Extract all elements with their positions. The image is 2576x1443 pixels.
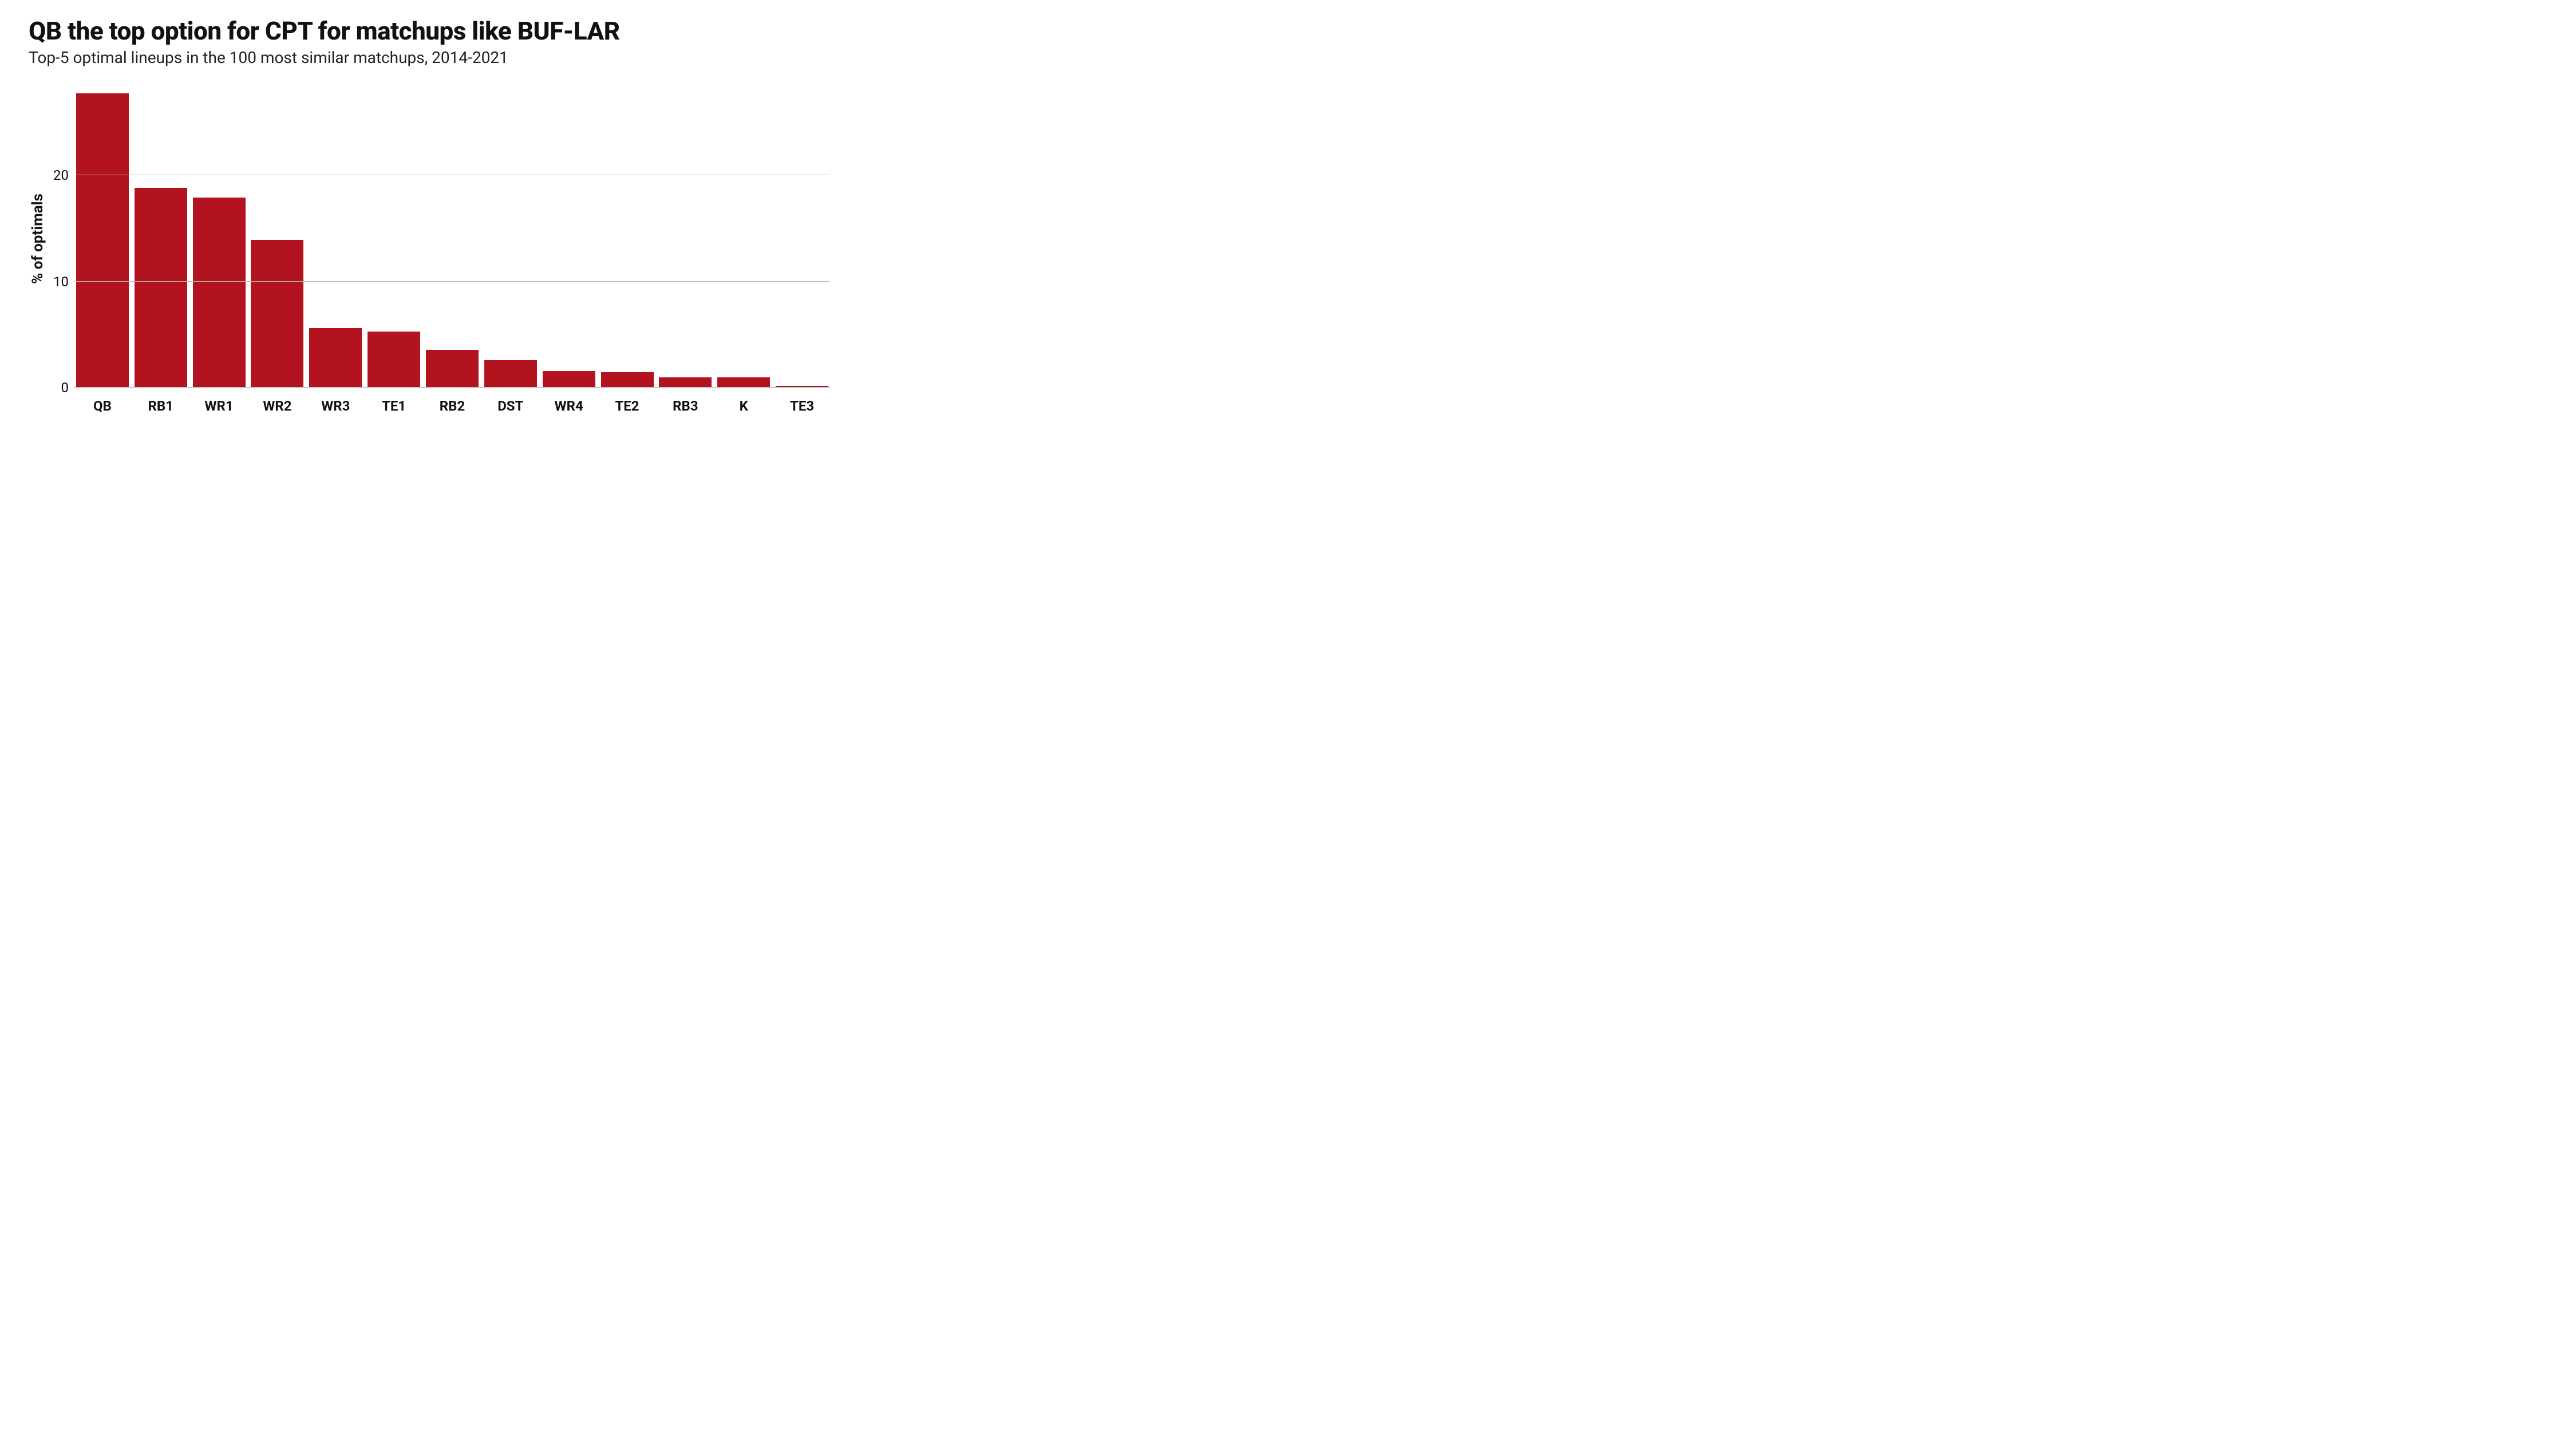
bar-slot: [657, 90, 713, 388]
bar-slot: [191, 90, 247, 388]
x-tick-label: RB3: [657, 398, 713, 414]
x-tick-label: TE3: [774, 398, 830, 414]
bar: [251, 240, 303, 388]
plot-area: % of optimals 01020 QBRB1WR1WR2WR3TE1RB2…: [74, 90, 830, 422]
bar-slot: [74, 90, 131, 388]
x-tick-label: RB1: [133, 398, 189, 414]
y-axis-label: % of optimals: [29, 194, 46, 285]
y-tick-label: 10: [53, 274, 74, 290]
bar-slot: [774, 90, 830, 388]
bar: [717, 377, 770, 388]
x-tick-label: WR1: [191, 398, 247, 414]
x-tick-label: WR4: [541, 398, 597, 414]
gridline: [74, 387, 830, 388]
bar: [543, 371, 595, 388]
bar-slot: [424, 90, 480, 388]
x-tick-label: QB: [74, 398, 131, 414]
bar-slot: [307, 90, 364, 388]
bar: [426, 350, 479, 388]
y-tick-label: 0: [61, 380, 75, 396]
bar-slot: [250, 90, 306, 388]
bar: [193, 198, 246, 388]
chart-subtitle: Top-5 optimal lineups in the 100 most si…: [29, 48, 830, 67]
bar-slot: [366, 90, 422, 388]
chart-title: QB the top option for CPT for matchups l…: [29, 17, 830, 45]
bar-slot: [133, 90, 189, 388]
bar-slot: [716, 90, 772, 388]
bar-slot: [599, 90, 655, 388]
bar: [484, 360, 537, 388]
bar-chart: QB the top option for CPT for matchups l…: [0, 0, 859, 481]
bar: [601, 372, 654, 388]
x-tick-label: RB2: [424, 398, 480, 414]
gridline: [74, 281, 830, 282]
bars-region: % of optimals 01020: [74, 90, 830, 388]
bar-slot: [483, 90, 539, 388]
bar-slot: [541, 90, 597, 388]
bar: [76, 93, 129, 388]
x-tick-label: TE1: [366, 398, 422, 414]
bar: [368, 332, 420, 388]
bar: [309, 328, 362, 388]
x-tick-label: WR3: [307, 398, 364, 414]
bars-container: [74, 90, 830, 388]
x-labels-row: QBRB1WR1WR2WR3TE1RB2DSTWR4TE2RB3KTE3: [74, 398, 830, 414]
y-tick-label: 20: [53, 167, 74, 183]
x-tick-label: DST: [483, 398, 539, 414]
x-tick-label: TE2: [599, 398, 655, 414]
bar: [135, 188, 187, 388]
bar: [659, 377, 712, 388]
x-tick-label: WR2: [250, 398, 306, 414]
x-tick-label: K: [716, 398, 772, 414]
